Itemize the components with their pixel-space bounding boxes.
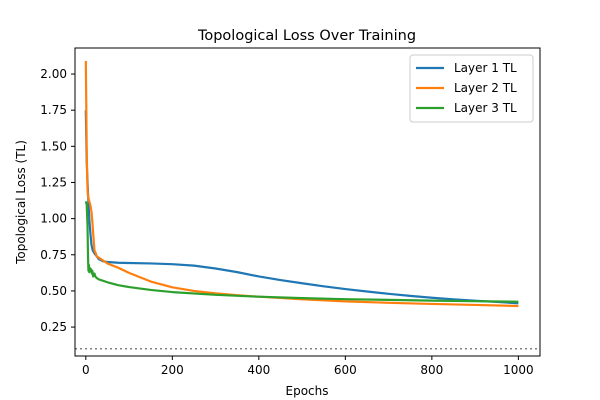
y-tick-label: 1.00 bbox=[40, 212, 67, 226]
legend-label: Layer 1 TL bbox=[454, 61, 517, 75]
plot-frame bbox=[74, 47, 541, 357]
legend-label: Layer 3 TL bbox=[454, 101, 517, 115]
series-line-layer-3 bbox=[84, 200, 519, 303]
legend-label: Layer 2 TL bbox=[454, 81, 517, 95]
y-tick-label: 1.75 bbox=[40, 103, 67, 117]
legend-box bbox=[409, 54, 534, 123]
y-tick-label: 1.50 bbox=[40, 139, 67, 153]
legend: Layer 1 TL Layer 2 TL Layer 3 TL bbox=[409, 54, 534, 123]
x-tick-label: 800 bbox=[420, 363, 443, 377]
chart-title: Topological Loss Over Training bbox=[197, 28, 416, 44]
x-tick-label: 0 bbox=[82, 363, 90, 377]
x-axis-label: Epochs bbox=[286, 384, 329, 398]
y-tick-label: 1.25 bbox=[40, 175, 67, 189]
series-line-layer-1 bbox=[84, 110, 519, 305]
x-tick-label: 600 bbox=[334, 363, 357, 377]
plot-area bbox=[75, 60, 540, 350]
y-tick-label: 0.25 bbox=[40, 320, 67, 334]
y-axis-label: Topological Loss (TL) bbox=[14, 140, 28, 265]
y-tick-label: 0.75 bbox=[40, 248, 67, 262]
x-tick-label: 400 bbox=[247, 363, 270, 377]
axis-ticks: 0 200 400 600 800 1000 0.25 0.50 0.75 1.00 1.25 1.5… bbox=[40, 67, 533, 377]
series-line-layer-2 bbox=[84, 60, 519, 308]
x-tick-label: 1000 bbox=[503, 363, 534, 377]
y-tick-label: 0.50 bbox=[40, 284, 67, 298]
y-tick-label: 2.00 bbox=[40, 67, 67, 81]
x-tick-label: 200 bbox=[161, 363, 184, 377]
